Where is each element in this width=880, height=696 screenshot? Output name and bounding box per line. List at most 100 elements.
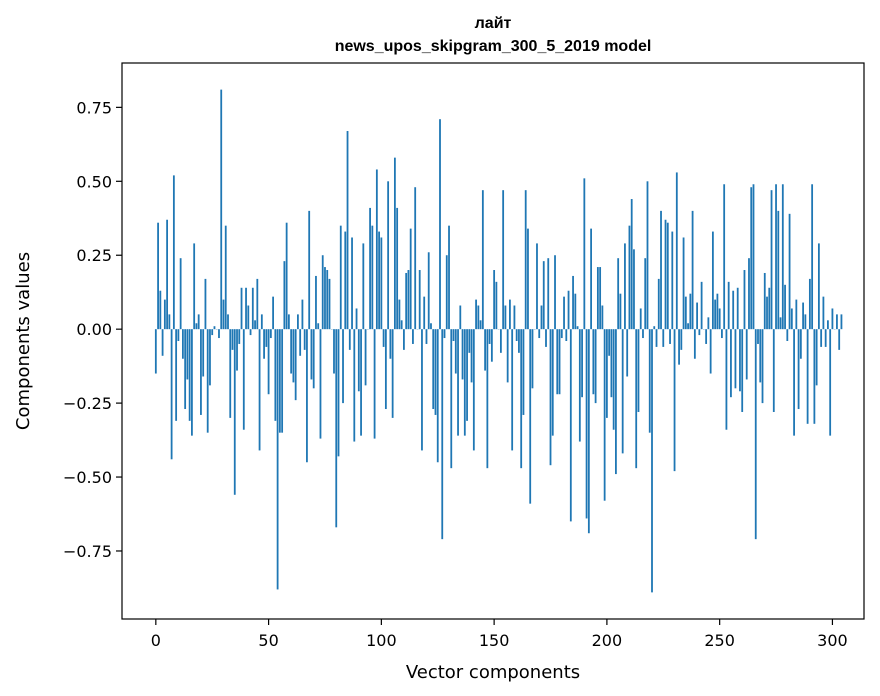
- bar: [260, 314, 263, 330]
- bar: [389, 329, 392, 359]
- bar: [360, 329, 362, 436]
- bar: [233, 329, 236, 495]
- bar: [472, 329, 475, 451]
- bar: [195, 323, 198, 330]
- bar: [306, 329, 308, 463]
- bar: [511, 329, 514, 451]
- bar: [269, 329, 272, 339]
- bar: [689, 293, 692, 330]
- bar: [278, 329, 281, 433]
- bar: [484, 329, 486, 371]
- x-tick-label: 50: [258, 631, 278, 650]
- bar: [213, 326, 216, 330]
- bar: [393, 157, 396, 330]
- bar: [587, 329, 590, 534]
- bar: [499, 329, 502, 353]
- bar: [714, 299, 717, 330]
- bar: [204, 278, 207, 330]
- bar: [396, 207, 399, 330]
- bar: [761, 329, 764, 404]
- bar: [335, 329, 338, 528]
- bar: [795, 299, 798, 330]
- y-axis-ticks: −0.75 −0.50 −0.25 0.00 0.25 0.50 0.75: [63, 98, 122, 561]
- bar: [418, 270, 421, 330]
- bar: [551, 329, 554, 436]
- bar: [820, 329, 823, 347]
- bar: [538, 329, 541, 339]
- bar: [759, 329, 762, 383]
- bar: [427, 252, 430, 330]
- bar: [576, 326, 579, 330]
- bar: [549, 329, 552, 466]
- bar: [660, 210, 662, 330]
- bar: [664, 219, 667, 330]
- bar: [736, 287, 739, 330]
- bar: [781, 184, 784, 330]
- bar: [725, 329, 728, 430]
- bar: [572, 275, 574, 330]
- bar: [441, 329, 444, 540]
- bar: [157, 222, 159, 330]
- bar: [601, 305, 604, 330]
- bar: [635, 329, 638, 469]
- bar: [515, 329, 518, 341]
- bar: [678, 329, 680, 365]
- x-tick-label: 250: [704, 631, 735, 650]
- bar: [333, 329, 335, 374]
- bars-group: [154, 89, 843, 593]
- bar: [159, 290, 162, 330]
- bar: [790, 308, 793, 330]
- bar: [590, 228, 592, 330]
- bar: [540, 305, 543, 330]
- bar: [680, 329, 683, 350]
- bar: [788, 213, 791, 330]
- bar: [682, 237, 685, 330]
- bar: [786, 329, 789, 341]
- y-axis-label: Components values: [13, 252, 34, 430]
- bar: [490, 329, 493, 362]
- bar: [236, 329, 238, 371]
- bar: [373, 329, 376, 439]
- bar: [644, 258, 647, 330]
- bar: [240, 287, 243, 330]
- bar: [391, 329, 394, 418]
- bar: [430, 323, 432, 330]
- bar: [827, 320, 829, 330]
- bar: [700, 281, 703, 330]
- bar: [301, 299, 304, 330]
- bar: [362, 243, 365, 330]
- bar: [698, 329, 701, 336]
- bar: [734, 329, 737, 389]
- bar: [793, 329, 795, 436]
- bar: [784, 284, 786, 330]
- bar: [817, 243, 820, 330]
- bar: [691, 210, 694, 330]
- bar: [475, 299, 477, 330]
- bar: [603, 329, 606, 501]
- bar: [565, 329, 568, 341]
- bar: [745, 329, 748, 380]
- bar: [326, 270, 329, 330]
- bar: [231, 329, 234, 350]
- bar: [303, 329, 306, 350]
- bar: [651, 329, 653, 593]
- bar: [470, 329, 473, 383]
- bar: [166, 219, 168, 330]
- bar: [448, 225, 450, 330]
- bar: [646, 181, 649, 330]
- bar: [637, 329, 640, 412]
- bar: [626, 329, 629, 377]
- bar: [412, 329, 414, 344]
- bar: [556, 329, 559, 395]
- bar: [290, 329, 293, 374]
- bar: [170, 329, 173, 460]
- bar: [569, 329, 572, 522]
- bar: [648, 329, 651, 433]
- bar: [321, 255, 324, 330]
- bar: [766, 296, 768, 330]
- bar: [563, 296, 565, 330]
- bar: [675, 172, 678, 330]
- bar: [443, 329, 446, 339]
- bar: [423, 296, 426, 330]
